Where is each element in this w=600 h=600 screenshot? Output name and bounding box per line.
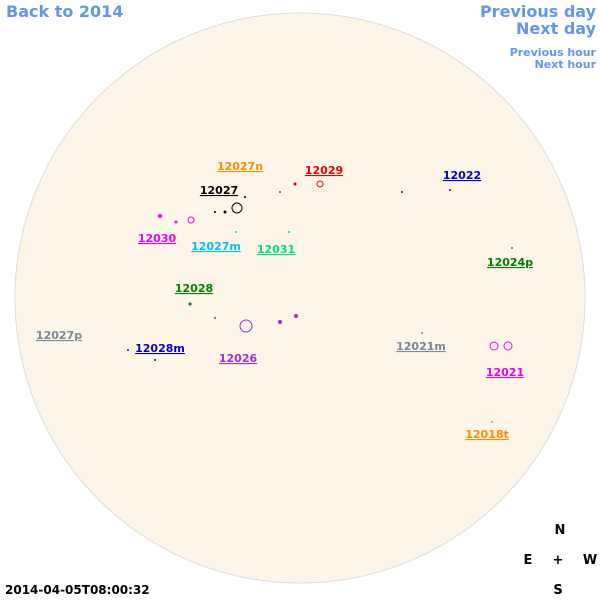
group-label[interactable]: 12018t bbox=[465, 428, 509, 441]
group-label[interactable]: 12030 bbox=[138, 232, 177, 245]
next-hour-link[interactable]: Next hour bbox=[535, 58, 597, 71]
group-label[interactable]: 12021 bbox=[486, 366, 524, 379]
group-label[interactable]: 12022 bbox=[443, 169, 481, 182]
sunspots bbox=[127, 180, 513, 423]
group-label[interactable]: 12027m bbox=[191, 240, 241, 253]
compass-west: W bbox=[583, 553, 597, 568]
group-label[interactable]: 12027p bbox=[36, 329, 82, 342]
compass-east: E bbox=[524, 553, 533, 568]
group-label[interactable]: 12028m bbox=[135, 342, 185, 355]
group-label[interactable]: 12029 bbox=[305, 164, 343, 177]
compass-south: S bbox=[553, 583, 562, 598]
back-link[interactable]: Back to 2014 bbox=[6, 2, 123, 21]
group-label[interactable]: 12021m bbox=[396, 340, 446, 353]
solar-disk bbox=[14, 12, 586, 584]
timestamp: 2014-04-05T08:00:32 bbox=[5, 583, 150, 597]
compass-center: + bbox=[553, 553, 564, 568]
group-label[interactable]: 12028 bbox=[175, 282, 213, 295]
group-label[interactable]: 12027n bbox=[217, 160, 263, 173]
compass-north: N bbox=[555, 523, 566, 538]
group-label[interactable]: 12024p bbox=[487, 256, 533, 269]
group-label[interactable]: 12026 bbox=[219, 352, 258, 365]
group-label[interactable]: 12027 bbox=[200, 184, 238, 197]
previous-hour-link[interactable]: Previous hour bbox=[510, 46, 597, 59]
previous-day-link[interactable]: Previous day bbox=[480, 2, 597, 21]
next-day-link[interactable]: Next day bbox=[516, 19, 597, 38]
group-label[interactable]: 12031 bbox=[257, 243, 295, 256]
